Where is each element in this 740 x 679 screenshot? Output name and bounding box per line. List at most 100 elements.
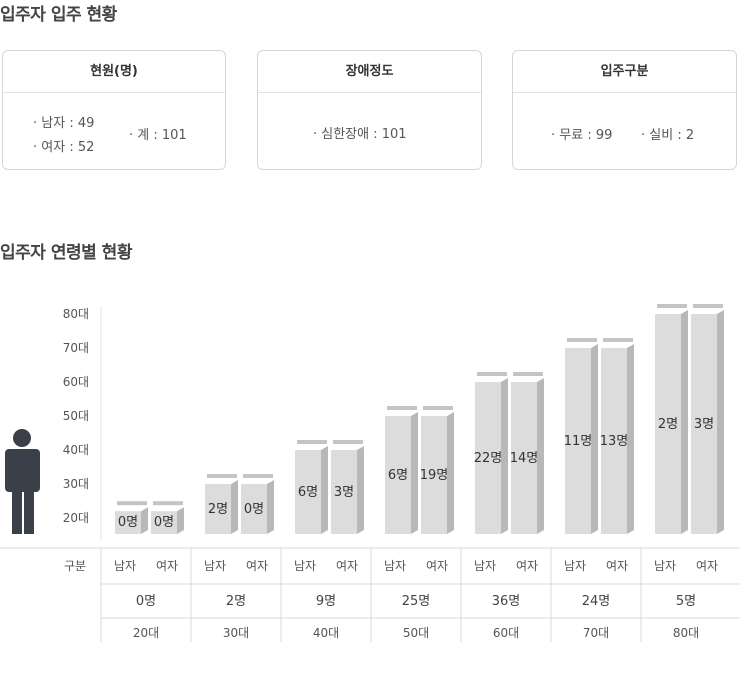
- bar-front: [331, 450, 357, 534]
- bar-side: [537, 378, 544, 534]
- table-male-label: 남자: [294, 559, 316, 573]
- table-total: 0명: [136, 594, 156, 609]
- bar-front: [655, 314, 681, 534]
- bar-cap: [117, 501, 147, 506]
- bar-side: [321, 446, 328, 534]
- bar: 22명: [474, 372, 508, 534]
- table-male-label: 남자: [564, 559, 586, 573]
- bar-side: [681, 310, 688, 534]
- table-male-label: 남자: [654, 559, 676, 573]
- card-staff-title: 현원(명): [3, 51, 225, 93]
- table-total: 25명: [402, 594, 431, 609]
- staff-male: 남자 : 49: [33, 112, 94, 131]
- table-female-label: 여자: [516, 559, 538, 573]
- bar-cap: [657, 304, 687, 308]
- type-free: 무료 : 99: [551, 124, 612, 143]
- card-staff: 현원(명) 남자 : 49 여자 : 52 계 : 101: [2, 50, 226, 170]
- card-type-title: 입주구분: [513, 51, 736, 93]
- bar-side: [231, 480, 238, 534]
- table-total: 9명: [316, 594, 336, 609]
- bar-value-label: 14명: [510, 451, 539, 466]
- table-age-label: 30대: [223, 626, 249, 640]
- y-tick-label: 40대: [63, 443, 89, 457]
- bar-front: [385, 416, 411, 534]
- bar-front: [241, 484, 267, 534]
- bar-value-label: 11명: [564, 434, 593, 449]
- staff-total: 계 : 101: [129, 124, 186, 143]
- card-disability: 장애정도 심한장애 : 101: [257, 50, 482, 170]
- bar-cap: [153, 501, 183, 506]
- table-female-label: 여자: [696, 559, 718, 573]
- table-total: 2명: [226, 594, 246, 609]
- bar-front: [475, 382, 501, 534]
- table-row-header: 구분: [64, 559, 86, 573]
- card-disability-title: 장애정도: [258, 51, 481, 93]
- bar-value-label: 13명: [600, 434, 629, 449]
- bar-value-label: 0명: [244, 502, 264, 517]
- bar-side: [357, 446, 364, 534]
- section-title-age: 입주자 연령별 현황: [0, 243, 132, 263]
- bar-side: [447, 412, 454, 534]
- y-tick-label: 50대: [63, 409, 89, 423]
- staff-female: 여자 : 52: [33, 136, 94, 155]
- table-male-label: 남자: [474, 559, 496, 573]
- bar: 0명: [151, 501, 184, 534]
- bar-value-label: 0명: [154, 515, 174, 530]
- bar-value-label: 6명: [298, 485, 318, 500]
- bar-value-label: 6명: [388, 468, 408, 483]
- bar-cap: [567, 338, 597, 342]
- bar-front: [295, 450, 321, 534]
- table-age-label: 80대: [673, 626, 699, 640]
- table-female-label: 여자: [426, 559, 448, 573]
- bar: 14명: [510, 372, 544, 534]
- bar: 2명: [655, 304, 688, 534]
- bar-side: [177, 507, 184, 534]
- bar-front: [421, 416, 447, 534]
- bar-cap: [693, 304, 723, 308]
- table-age-label: 70대: [583, 626, 609, 640]
- bar-cap: [333, 440, 363, 444]
- bar: 0명: [115, 501, 148, 534]
- bar: 11명: [564, 338, 598, 534]
- bar-value-label: 2명: [208, 502, 228, 517]
- section-title-occupancy: 입주자 입주 현황: [0, 5, 117, 25]
- y-tick-label: 80대: [63, 307, 89, 321]
- table-male-label: 남자: [384, 559, 406, 573]
- bar-side: [717, 310, 724, 534]
- bar-side: [501, 378, 508, 534]
- bar-side: [627, 344, 634, 534]
- table-age-label: 50대: [403, 626, 429, 640]
- bar-front: [511, 382, 537, 534]
- type-paid: 실비 : 2: [641, 124, 694, 143]
- bar-side: [411, 412, 418, 534]
- y-tick-label: 70대: [63, 341, 89, 355]
- bar-cap: [207, 474, 237, 478]
- table-male-label: 남자: [204, 559, 226, 573]
- bar: 0명: [241, 474, 274, 534]
- table-total: 24명: [582, 594, 611, 609]
- bar-front: [205, 484, 231, 534]
- bar-cap: [603, 338, 633, 342]
- bar-front: [115, 511, 141, 534]
- bar-value-label: 22명: [474, 451, 503, 466]
- bar-front: [565, 348, 591, 534]
- bar-value-label: 3명: [694, 417, 714, 432]
- bar-cap: [387, 406, 417, 410]
- bar-front: [691, 314, 717, 534]
- bar-value-label: 2명: [658, 417, 678, 432]
- bar-value-label: 3명: [334, 485, 354, 500]
- bar-front: [151, 511, 177, 534]
- bar: 6명: [295, 440, 328, 534]
- table-female-label: 여자: [246, 559, 268, 573]
- bar-side: [141, 507, 148, 534]
- bar-cap: [297, 440, 327, 444]
- bar-front: [601, 348, 627, 534]
- disability-severe: 심한장애 : 101: [313, 123, 406, 142]
- bar: 13명: [600, 338, 634, 534]
- table-total: 5명: [676, 594, 696, 609]
- bar-side: [591, 344, 598, 534]
- bar: 2명: [205, 474, 238, 534]
- bar-cap: [477, 372, 507, 376]
- bar-side: [267, 480, 274, 534]
